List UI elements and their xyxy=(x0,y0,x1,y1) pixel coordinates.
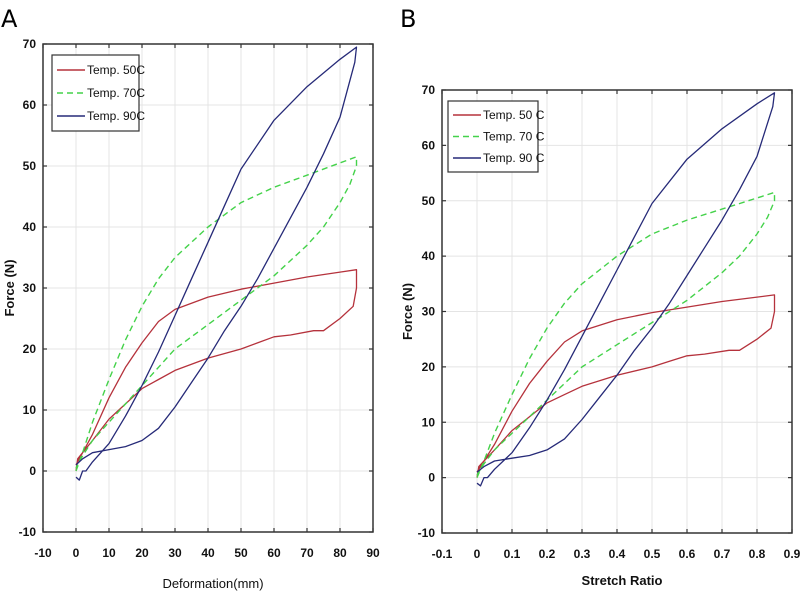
y-tick-label: 50 xyxy=(422,194,436,208)
x-tick-label: 70 xyxy=(300,546,314,560)
x-tick-label: 50 xyxy=(234,546,248,560)
legend-label-temp90-b: Temp. 90 C xyxy=(483,151,545,165)
legend-label-temp70-b: Temp. 70 C xyxy=(483,130,545,144)
series-line-temp70-b xyxy=(476,191,776,478)
series-a xyxy=(75,46,358,481)
x-tick-label: 0.1 xyxy=(504,547,521,561)
legend-a: Temp. 50C Temp. 70C Temp. 90C xyxy=(51,54,145,132)
x-tick-label: 80 xyxy=(333,546,347,560)
x-tick-label: 0.9 xyxy=(784,547,800,561)
panel-a: A -10 0 10 20 30 40 50 60 70 80 90 -10 0 10 20 30 40 50 60… xyxy=(1,5,380,591)
y-tick-label: 20 xyxy=(23,342,37,356)
y-tick-label: 0 xyxy=(428,471,435,485)
grid-b xyxy=(442,90,792,533)
x-axis-title-a: Deformation(mm) xyxy=(162,576,263,591)
series-line-temp70-a xyxy=(75,156,358,472)
ticks-a: -10 0 10 20 30 40 50 60 70 80 90 -10 0 10 20 30 40 50 60 70 xyxy=(19,37,380,560)
y-tick-label: 40 xyxy=(23,220,37,234)
x-tick-label: 90 xyxy=(366,546,380,560)
y-tick-label: 30 xyxy=(422,305,436,319)
x-tick-label: -10 xyxy=(34,546,52,560)
series-line-temp90-a xyxy=(75,46,358,481)
y-tick-label: 40 xyxy=(422,249,436,263)
y-tick-label: 20 xyxy=(422,360,436,374)
panel-b: B -0.1 0 0.1 0.2 0.3 0.4 0.5 0.6 0.7 0.8 0.9 -10 0 10… xyxy=(400,5,800,588)
y-tick-label: 70 xyxy=(23,37,37,51)
y-axis-title-b: Force (N) xyxy=(400,283,415,340)
series-b xyxy=(476,92,776,487)
y-tick-label: 70 xyxy=(422,83,436,97)
x-tick-label: 30 xyxy=(168,546,182,560)
y-tick-label: 0 xyxy=(29,464,36,478)
panel-letter-a: A xyxy=(1,5,18,33)
panel-letter-b: B xyxy=(400,5,416,33)
legend-b: Temp. 50 C Temp. 70 C Temp. 90 C xyxy=(447,100,545,173)
x-tick-label: 0 xyxy=(474,547,481,561)
y-tick-label: -10 xyxy=(418,526,436,540)
x-tick-label: 0.3 xyxy=(574,547,591,561)
legend-label-temp50-a: Temp. 50C xyxy=(87,63,145,77)
x-axis-title-b: Stretch Ratio xyxy=(582,573,663,588)
x-tick-label: 0.5 xyxy=(644,547,661,561)
series-line-temp50-a xyxy=(75,269,358,472)
y-tick-label: 30 xyxy=(23,281,37,295)
legend-label-temp90-a: Temp. 90C xyxy=(87,109,145,123)
y-tick-label: -10 xyxy=(19,525,37,539)
x-tick-label: 0.4 xyxy=(609,547,626,561)
x-tick-label: 60 xyxy=(267,546,281,560)
x-tick-label: 40 xyxy=(201,546,215,560)
x-tick-label: 0.6 xyxy=(679,547,696,561)
x-tick-label: 0.2 xyxy=(539,547,556,561)
legend-label-temp70-a: Temp. 70C xyxy=(87,86,145,100)
y-tick-label: 10 xyxy=(422,415,436,429)
x-tick-label: 0.7 xyxy=(714,547,731,561)
legend-label-temp50-b: Temp. 50 C xyxy=(483,108,545,122)
y-tick-label: 60 xyxy=(422,138,436,152)
series-line-temp90-b xyxy=(476,92,776,487)
y-tick-label: 50 xyxy=(23,159,37,173)
x-tick-label: 0 xyxy=(73,546,80,560)
x-tick-label: 0.8 xyxy=(749,547,766,561)
y-axis-title-a: Force (N) xyxy=(2,259,17,316)
x-tick-label: -0.1 xyxy=(432,547,453,561)
ticks-b: -0.1 0 0.1 0.2 0.3 0.4 0.5 0.6 0.7 0.8 0.9 -10 0 10 20… xyxy=(418,83,800,561)
y-tick-label: 10 xyxy=(23,403,37,417)
series-line-temp50-b xyxy=(476,294,776,478)
x-tick-label: 20 xyxy=(135,546,149,560)
legend-box-a xyxy=(51,54,140,132)
x-tick-label: 10 xyxy=(102,546,116,560)
y-tick-label: 60 xyxy=(23,98,37,112)
